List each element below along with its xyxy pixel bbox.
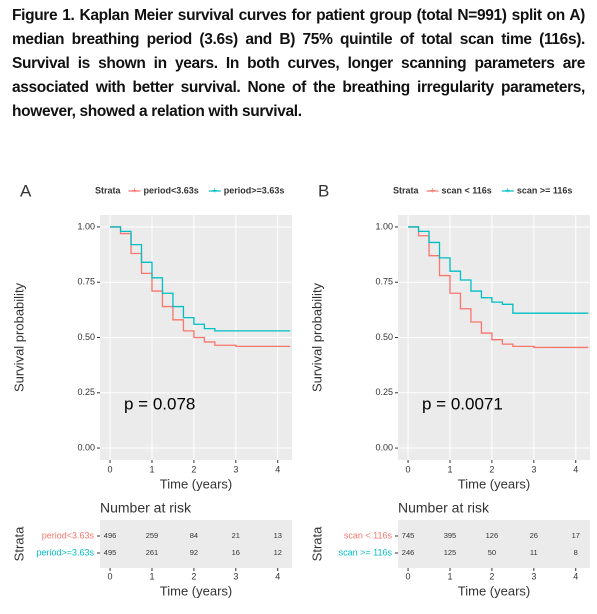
legend-marker: + xyxy=(132,185,137,195)
risk-y-title: Strata xyxy=(309,526,324,561)
risk-table-background xyxy=(100,520,292,568)
survival-curve xyxy=(110,226,291,332)
x-axis-title: Time (years) xyxy=(160,583,232,598)
risk-count: 126 xyxy=(486,531,499,540)
risk-count: 745 xyxy=(402,531,415,540)
risk-count: 21 xyxy=(232,531,240,540)
x-tick-label: 3 xyxy=(233,571,238,581)
y-tick-label: 0.75 xyxy=(77,277,95,287)
risk-count: 259 xyxy=(146,531,159,540)
risk-count: 84 xyxy=(190,531,198,540)
panel-label: B xyxy=(318,181,329,200)
x-tick-label: 3 xyxy=(233,464,238,474)
caption: Figure 1. Kaplan Meier survival curves f… xyxy=(12,7,585,120)
legend-marker: + xyxy=(505,185,510,195)
risk-row-label: scan < 116s xyxy=(344,530,393,540)
legend-label: period>=3.63s xyxy=(224,185,285,195)
risk-count: 261 xyxy=(146,548,159,557)
p-value: p = 0.0071 xyxy=(422,394,503,413)
risk-row-label: period>=3.63s xyxy=(36,547,94,557)
legend-label: scan >= 116s xyxy=(517,185,573,195)
risk-count: 246 xyxy=(402,548,415,557)
y-tick-label: 0.25 xyxy=(77,387,95,397)
legend-marker: + xyxy=(212,185,217,195)
risk-count: 11 xyxy=(530,548,538,557)
x-tick-label: 2 xyxy=(191,571,196,581)
risk-count: 92 xyxy=(190,548,198,557)
risk-table-title: Number at risk xyxy=(100,500,192,516)
risk-count: 26 xyxy=(530,531,538,540)
x-tick-label: 1 xyxy=(447,571,452,581)
x-tick-label: 0 xyxy=(108,464,113,474)
y-tick-label: 0.50 xyxy=(77,332,95,342)
x-tick-label: 1 xyxy=(447,464,452,474)
y-tick-label: 0.00 xyxy=(77,442,95,452)
legend-title: Strata xyxy=(393,185,420,195)
x-tick-label: 4 xyxy=(275,464,280,474)
x-tick-label: 0 xyxy=(108,571,113,581)
x-tick-label: 4 xyxy=(573,571,578,581)
legend-title: Strata xyxy=(95,185,122,195)
y-tick-label: 1.00 xyxy=(375,221,393,231)
x-tick-label: 4 xyxy=(275,571,280,581)
y-tick-label: 0.00 xyxy=(375,442,393,452)
p-value: p = 0.078 xyxy=(124,394,195,413)
risk-row-label: scan >= 116s xyxy=(339,547,393,557)
legend-label: scan < 116s xyxy=(442,185,492,195)
panel-label: A xyxy=(20,181,32,200)
y-tick-label: 0.50 xyxy=(375,332,393,342)
risk-count: 17 xyxy=(572,531,580,540)
y-axis-title: Survival probability xyxy=(11,282,26,392)
y-axis-title: Survival probability xyxy=(309,282,324,392)
survival-curve xyxy=(408,226,589,349)
y-tick-label: 0.75 xyxy=(375,277,393,287)
x-tick-label: 4 xyxy=(573,464,578,474)
risk-count: 13 xyxy=(274,531,282,540)
x-axis-title: Time (years) xyxy=(458,583,530,598)
risk-count: 495 xyxy=(104,548,117,557)
risk-table-title: Number at risk xyxy=(398,500,490,516)
x-tick-label: 1 xyxy=(149,464,154,474)
risk-table-background xyxy=(398,520,590,568)
survival-curve xyxy=(408,226,589,314)
risk-count: 496 xyxy=(104,531,117,540)
x-tick-label: 1 xyxy=(149,571,154,581)
x-tick-label: 3 xyxy=(531,464,536,474)
x-tick-label: 2 xyxy=(489,464,494,474)
y-tick-label: 1.00 xyxy=(77,221,95,231)
x-tick-label: 3 xyxy=(531,571,536,581)
x-axis-title: Time (years) xyxy=(160,476,232,491)
risk-count: 50 xyxy=(488,548,496,557)
x-tick-label: 0 xyxy=(406,571,411,581)
y-tick-label: 0.25 xyxy=(375,387,393,397)
risk-row-label: period<3.63s xyxy=(42,530,95,540)
risk-y-title: Strata xyxy=(11,526,26,561)
x-tick-label: 2 xyxy=(489,571,494,581)
x-tick-label: 0 xyxy=(406,464,411,474)
legend-label: period<3.63s xyxy=(144,185,199,195)
x-tick-label: 2 xyxy=(191,464,196,474)
legend-marker: + xyxy=(430,185,435,195)
risk-count: 125 xyxy=(444,548,457,557)
risk-count: 16 xyxy=(232,548,240,557)
risk-count: 8 xyxy=(574,548,578,557)
x-axis-title: Time (years) xyxy=(458,476,530,491)
risk-count: 12 xyxy=(274,548,282,557)
survival-curve xyxy=(110,226,291,347)
risk-count: 395 xyxy=(444,531,457,540)
